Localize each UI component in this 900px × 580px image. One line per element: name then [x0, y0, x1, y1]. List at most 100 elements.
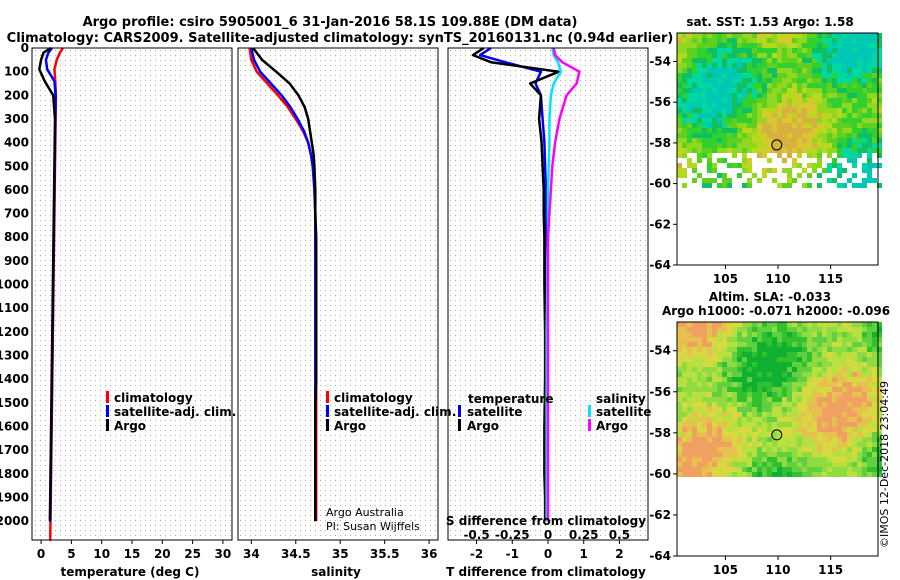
- map-cell: [752, 78, 757, 83]
- map-cell: [737, 98, 742, 103]
- map-cell: [817, 357, 822, 362]
- map-cell: [697, 427, 702, 432]
- map-cell: [682, 427, 687, 432]
- credit-argo-australia: Argo Australia: [326, 506, 404, 519]
- map-cell: [787, 457, 792, 462]
- map-cell: [782, 407, 787, 412]
- map-cell: [762, 43, 767, 48]
- map-cell: [837, 327, 842, 332]
- map-cell: [682, 38, 687, 43]
- map-cell: [852, 437, 857, 442]
- map-cell: [747, 118, 752, 123]
- difference-legend-temperature: temperature satellite Argo: [458, 392, 553, 433]
- map-cell: [817, 442, 822, 447]
- map-cell: [777, 422, 782, 427]
- map-cell: [767, 407, 772, 412]
- map-cell: [717, 78, 722, 83]
- map-cell: [792, 447, 797, 452]
- map-cell: [772, 118, 777, 123]
- map-cell: [862, 452, 867, 457]
- map-cell: [702, 332, 707, 337]
- map-cell: [877, 327, 882, 332]
- map-cell: [722, 452, 727, 457]
- map-cell: [812, 143, 817, 148]
- map-cell: [797, 68, 802, 73]
- map-cell: [872, 128, 877, 133]
- map-cell: [757, 462, 762, 467]
- map-cell: [772, 332, 777, 337]
- map-cell: [872, 113, 877, 118]
- map-cell: [702, 43, 707, 48]
- map-cell: [852, 43, 857, 48]
- map-cell: [692, 387, 697, 392]
- map-cell: [687, 422, 692, 427]
- map-cell: [732, 352, 737, 357]
- map-cell: [767, 447, 772, 452]
- map-cell: [812, 427, 817, 432]
- map-cell: [757, 43, 762, 48]
- map-cell: [732, 332, 737, 337]
- map-cell: [762, 322, 767, 327]
- map-cell: [802, 417, 807, 422]
- map-cell: [762, 447, 767, 452]
- map-cell: [757, 113, 762, 118]
- map-cell: [772, 452, 777, 457]
- map-cell: [862, 367, 867, 372]
- map-cell: [857, 38, 862, 43]
- map-cell: [832, 382, 837, 387]
- map-cell: [762, 387, 767, 392]
- map-cell: [722, 98, 727, 103]
- map-cell: [692, 462, 697, 467]
- map-cell: [782, 357, 787, 362]
- map-cell: [757, 427, 762, 432]
- sst-map-frame: [676, 32, 879, 266]
- map-cell: [737, 392, 742, 397]
- map-cell: [752, 357, 757, 362]
- map-cell: [807, 447, 812, 452]
- map-cell: [682, 457, 687, 462]
- map-cell: [762, 407, 767, 412]
- map-cell: [812, 68, 817, 73]
- map-cell: [757, 53, 762, 58]
- map-cell: [857, 417, 862, 422]
- map-cell: [692, 108, 697, 113]
- map-cell: [702, 88, 707, 93]
- map-cell: [712, 78, 717, 83]
- map-cell: [817, 342, 822, 347]
- map-cell: [872, 93, 877, 98]
- map-cell: [817, 73, 822, 78]
- map-cell: [842, 452, 847, 457]
- map-cell: [807, 397, 812, 402]
- map-cell: [712, 178, 717, 183]
- map-cell: [787, 332, 792, 337]
- map-cell: [757, 442, 762, 447]
- map-cell: [807, 442, 812, 447]
- map-cell: [692, 128, 697, 133]
- map-cell: [852, 412, 857, 417]
- map-cell: [817, 68, 822, 73]
- map-cell: [732, 98, 737, 103]
- map-cell: [852, 382, 857, 387]
- temperature-tick-label: 25: [184, 547, 201, 561]
- lon-tick-label: 115: [818, 563, 843, 577]
- map-cell: [727, 352, 732, 357]
- map-cell: [687, 108, 692, 113]
- map-cell: [767, 357, 772, 362]
- map-cell: [762, 422, 767, 427]
- map-cell: [832, 422, 837, 427]
- map-cell: [707, 78, 712, 83]
- map-cell: [712, 387, 717, 392]
- map-cell: [727, 83, 732, 88]
- map-cell: [767, 472, 772, 477]
- map-cell: [842, 138, 847, 143]
- map-cell: [742, 442, 747, 447]
- map-cell: [872, 352, 877, 357]
- map-cell: [842, 377, 847, 382]
- map-cell: [692, 83, 697, 88]
- map-cell: [872, 402, 877, 407]
- map-cell: [872, 382, 877, 387]
- map-cell: [827, 357, 832, 362]
- map-cell: [787, 58, 792, 63]
- map-cell: [827, 138, 832, 143]
- depth-tick-label: 800: [4, 230, 29, 244]
